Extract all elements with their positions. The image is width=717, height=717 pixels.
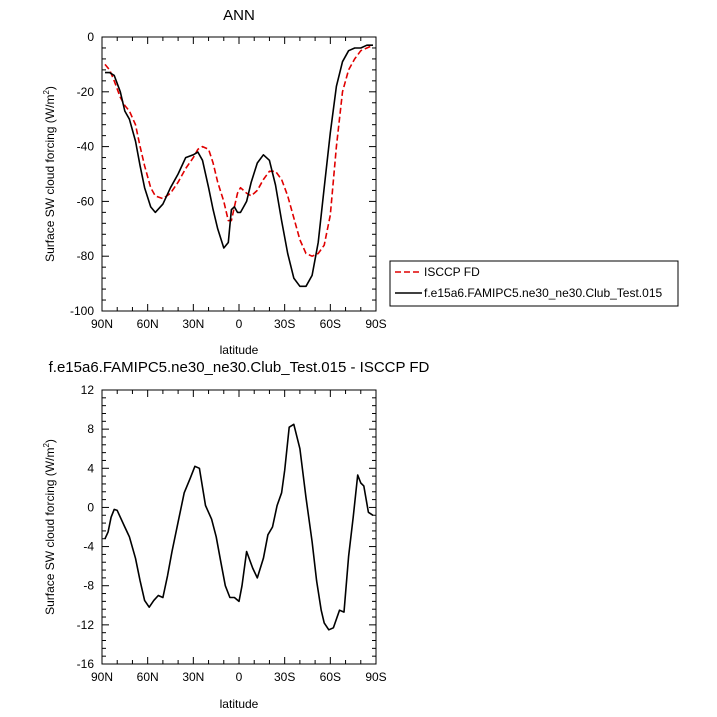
x-tick-label: 60S <box>320 670 341 684</box>
y-tick-label: 12 <box>81 383 95 397</box>
y-axis-label-superscript: 2 <box>42 90 51 95</box>
y-tick-label: -8 <box>83 579 94 593</box>
legend-label-2: f.e15a6.FAMIPC5.ne30_ne30.Club_Test.015 <box>424 286 662 300</box>
x-tick-label: 0 <box>236 670 243 684</box>
x-tick-label: 30N <box>182 670 204 684</box>
y-tick-label: 8 <box>87 422 94 436</box>
y-tick-label: -40 <box>77 140 95 154</box>
chart-panel-2: f.e15a6.FAMIPC5.ne30_ne30.Club_Test.015 … <box>42 359 430 711</box>
x-tick-label: 0 <box>236 317 243 331</box>
x-tick-label: 90S <box>365 317 386 331</box>
x-tick-label: 30S <box>274 670 295 684</box>
y-tick-label: 0 <box>87 500 94 514</box>
series-line-1 <box>104 423 374 631</box>
legend-box <box>389 260 679 307</box>
chart-panel-1: ANN 90N 60N 30N 0 30S 60S 90S 0 -20 -40 -60 -80 -100 l… <box>42 7 679 357</box>
y-tick-label: -60 <box>77 194 95 208</box>
chart-title: ANN <box>223 7 255 24</box>
y-tick-label: -12 <box>77 618 95 632</box>
x-tick-label: 30S <box>274 317 295 331</box>
y-tick-label: -100 <box>70 304 94 318</box>
y-tick-label: 4 <box>87 461 94 475</box>
y-axis-label-superscript: 2 <box>42 443 51 448</box>
series-line-2 <box>105 44 373 288</box>
legend-label-1: ISCCP FD <box>424 265 480 279</box>
y-tick-label: -16 <box>77 657 95 671</box>
x-axis-label: latitude <box>220 697 259 711</box>
y-axis-label-tail: ) <box>43 439 57 443</box>
y-tick-label: 0 <box>87 30 94 44</box>
y-axis-label: Surface SW cloud forcing (W/m2) <box>42 439 57 615</box>
x-tick-label: 60S <box>320 317 341 331</box>
x-tick-label: 90S <box>365 670 386 684</box>
y-axis-label-main: Surface SW cloud forcing (W/m <box>43 448 57 615</box>
chart-title: f.e15a6.FAMIPC5.ne30_ne30.Club_Test.015 … <box>49 359 430 376</box>
y-axis-label-tail: ) <box>43 86 57 90</box>
x-tick-label: 90N <box>91 317 113 331</box>
x-axis-label: latitude <box>220 343 259 357</box>
plot-frame <box>101 36 377 312</box>
legend: ISCCP FD f.e15a6.FAMIPC5.ne30_ne30.Club_T… <box>389 260 679 307</box>
x-tick-label: 60N <box>137 317 159 331</box>
x-tick-label: 30N <box>182 317 204 331</box>
x-tick-label: 90N <box>91 670 113 684</box>
x-tick-label: 60N <box>137 670 159 684</box>
y-axis-label-main: Surface SW cloud forcing (W/m <box>43 95 57 262</box>
series-line-1 <box>104 44 374 258</box>
y-axis-label: Surface SW cloud forcing (W/m2) <box>42 86 57 262</box>
y-tick-label: -4 <box>83 540 94 554</box>
y-tick-label: -20 <box>77 85 95 99</box>
y-tick-label: -80 <box>77 249 95 263</box>
